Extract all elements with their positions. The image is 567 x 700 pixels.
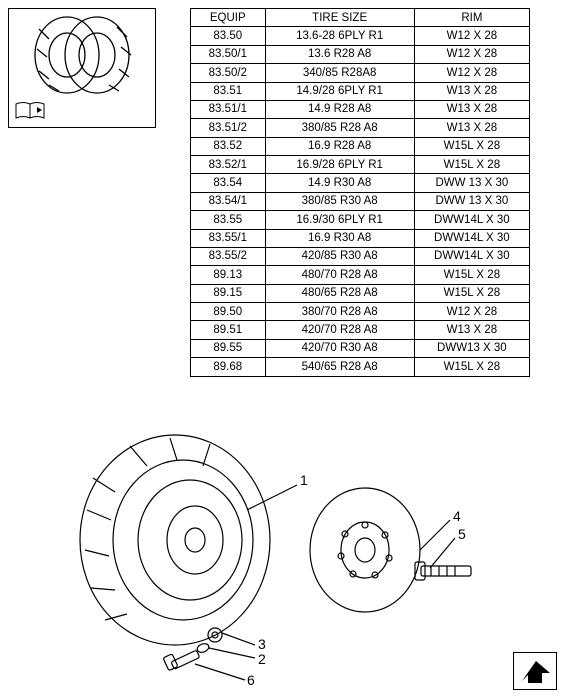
table-cell: W15L X 28	[414, 358, 529, 376]
table-cell: DWW14L X 30	[414, 229, 529, 247]
table-cell: 13.6 R28 A8	[265, 45, 414, 63]
thumbnail-box	[8, 8, 156, 128]
table-cell: W15L X 28	[414, 284, 529, 302]
table-cell: W13 X 28	[414, 321, 529, 339]
table-cell: 89.55	[191, 339, 266, 357]
table-cell: 83.50	[191, 27, 266, 45]
table-row: 89.13480/70 R28 A8W15L X 28	[191, 266, 530, 284]
table-row: 83.51/114.9 R28 A8W13 X 28	[191, 100, 530, 118]
table-cell: DWW 13 X 30	[414, 174, 529, 192]
table-cell: 480/70 R28 A8	[265, 266, 414, 284]
table-cell: 83.51/1	[191, 100, 266, 118]
table-cell: 89.51	[191, 321, 266, 339]
table-cell: 380/85 R28 A8	[265, 119, 414, 137]
header-rim: RIM	[414, 9, 529, 27]
table-row: 83.50/2340/85 R28A8W12 X 28	[191, 64, 530, 82]
table-cell: 380/70 R28 A8	[265, 303, 414, 321]
table-cell: 83.55/2	[191, 247, 266, 265]
table-cell: 83.50/2	[191, 64, 266, 82]
table-cell: W13 X 28	[414, 100, 529, 118]
table-row: 83.5013.6-28 6PLY R1W12 X 28	[191, 27, 530, 45]
exploded-diagram: 1 4 5 3 2 6	[75, 430, 495, 685]
table-row: 83.51/2380/85 R28 A8W13 X 28	[191, 119, 530, 137]
callout-3: 3	[258, 636, 266, 652]
table-cell: DWW14L X 30	[414, 211, 529, 229]
table-cell: 83.55	[191, 211, 266, 229]
table-row: 89.55420/70 R30 A8DWW13 X 30	[191, 339, 530, 357]
header-equip: EQUIP	[191, 9, 266, 27]
table-header-row: EQUIP TIRE SIZE RIM	[191, 9, 530, 27]
table-cell: W12 X 28	[414, 27, 529, 45]
header-tiresize: TIRE SIZE	[265, 9, 414, 27]
table-cell: 83.51/2	[191, 119, 266, 137]
table-row: 83.55/116.9 R30 A8DWW14L X 30	[191, 229, 530, 247]
table-cell: 16.9 R28 A8	[265, 137, 414, 155]
table-cell: W13 X 28	[414, 82, 529, 100]
table-row: 83.5114.9/28 6PLY R1W13 X 28	[191, 82, 530, 100]
table-row: 83.5216.9 R28 A8W15L X 28	[191, 137, 530, 155]
table-cell: 16.9/28 6PLY R1	[265, 156, 414, 174]
table-cell: W12 X 28	[414, 303, 529, 321]
table-cell: 89.15	[191, 284, 266, 302]
table-cell: W13 X 28	[414, 119, 529, 137]
table-cell: DWW 13 X 30	[414, 192, 529, 210]
table-cell: 83.52	[191, 137, 266, 155]
table-cell: 340/85 R28A8	[265, 64, 414, 82]
table-cell: 89.68	[191, 358, 266, 376]
table-cell: 83.50/1	[191, 45, 266, 63]
table-row: 89.50380/70 R28 A8W12 X 28	[191, 303, 530, 321]
table-cell: 14.9/28 6PLY R1	[265, 82, 414, 100]
table-cell: W15L X 28	[414, 137, 529, 155]
table-cell: 480/65 R28 A8	[265, 284, 414, 302]
book-icon	[15, 101, 45, 121]
table-row: 89.15480/65 R28 A8W15L X 28	[191, 284, 530, 302]
table-row: 83.54/1380/85 R30 A8DWW 13 X 30	[191, 192, 530, 210]
table-cell: 83.51	[191, 82, 266, 100]
corner-nav-icon[interactable]	[513, 652, 557, 690]
table-row: 89.51420/70 R28 A8W13 X 28	[191, 321, 530, 339]
table-cell: 83.52/1	[191, 156, 266, 174]
table-cell: 83.55/1	[191, 229, 266, 247]
callout-6: 6	[247, 672, 255, 688]
table-cell: 13.6-28 6PLY R1	[265, 27, 414, 45]
table-cell: 14.9 R30 A8	[265, 174, 414, 192]
table-cell: 83.54	[191, 174, 266, 192]
table-cell: 380/85 R30 A8	[265, 192, 414, 210]
table-row: 83.50/113.6 R28 A8W12 X 28	[191, 45, 530, 63]
table-cell: 16.9/30 6PLY R1	[265, 211, 414, 229]
table-cell: 420/85 R30 A8	[265, 247, 414, 265]
table-cell: 89.13	[191, 266, 266, 284]
table-cell: DWW13 X 30	[414, 339, 529, 357]
table-cell: W12 X 28	[414, 45, 529, 63]
table-cell: 420/70 R30 A8	[265, 339, 414, 357]
table-row: 83.55/2420/85 R30 A8DWW14L X 30	[191, 247, 530, 265]
table-cell: W15L X 28	[414, 156, 529, 174]
table-cell: 89.50	[191, 303, 266, 321]
table-cell: 16.9 R30 A8	[265, 229, 414, 247]
table-cell: 540/65 R28 A8	[265, 358, 414, 376]
callout-2: 2	[258, 651, 266, 667]
table-row: 83.52/116.9/28 6PLY R1W15L X 28	[191, 156, 530, 174]
table-cell: W12 X 28	[414, 64, 529, 82]
table-cell: 14.9 R28 A8	[265, 100, 414, 118]
table-cell: W15L X 28	[414, 266, 529, 284]
table-cell: 420/70 R28 A8	[265, 321, 414, 339]
table-row: 89.68540/65 R28 A8W15L X 28	[191, 358, 530, 376]
callout-5: 5	[458, 526, 466, 542]
table-row: 83.5414.9 R30 A8DWW 13 X 30	[191, 174, 530, 192]
table-cell: 83.54/1	[191, 192, 266, 210]
table-cell: DWW14L X 30	[414, 247, 529, 265]
callout-4: 4	[453, 508, 461, 524]
table-row: 83.5516.9/30 6PLY R1DWW14L X 30	[191, 211, 530, 229]
callout-1: 1	[300, 472, 308, 488]
tire-spec-table: EQUIP TIRE SIZE RIM 83.5013.6-28 6PLY R1…	[190, 8, 530, 377]
